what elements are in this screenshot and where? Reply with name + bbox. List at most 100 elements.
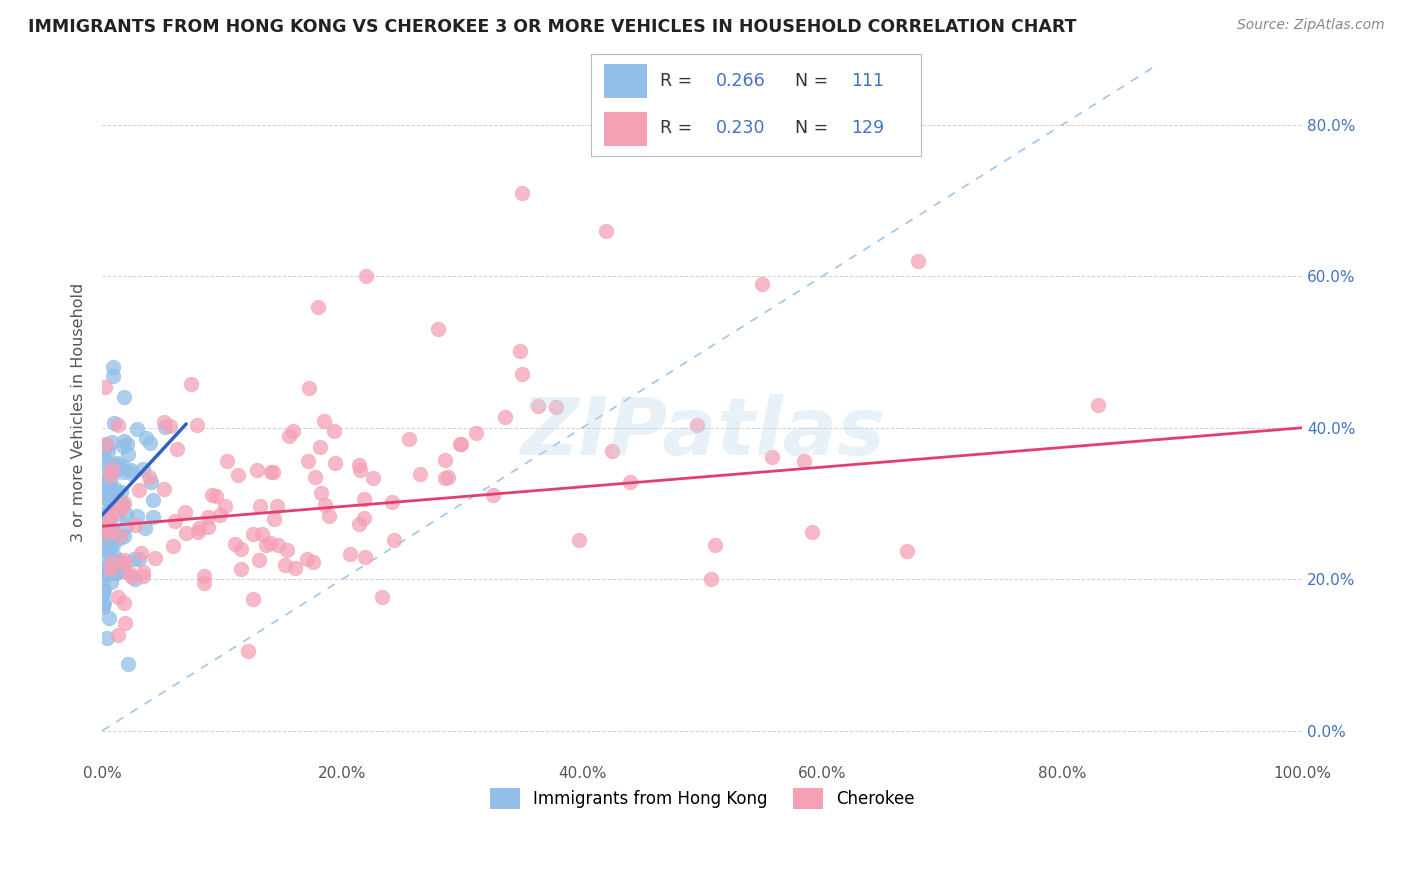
Point <box>97 485 120 500</box>
Point <box>134 521 156 535</box>
Text: N =: N = <box>796 120 834 137</box>
Text: N =: N = <box>796 72 834 90</box>
Point <box>101 556 124 570</box>
Point <box>162 539 184 553</box>
Point <box>94 467 117 482</box>
Point <box>94 533 117 547</box>
Point <box>103 416 125 430</box>
Point <box>139 435 162 450</box>
Point <box>100 471 122 485</box>
Point <box>304 470 326 484</box>
Point <box>398 432 420 446</box>
Point <box>187 525 209 540</box>
Point <box>153 416 176 430</box>
Point <box>96 436 118 450</box>
Point <box>128 483 150 497</box>
Point <box>896 544 918 558</box>
Point <box>266 499 288 513</box>
Point <box>138 469 160 483</box>
Point <box>111 458 134 473</box>
Point <box>108 555 131 569</box>
Point <box>187 521 209 535</box>
Point <box>103 368 125 383</box>
Point <box>259 535 281 549</box>
Point <box>93 483 115 498</box>
Point <box>100 507 122 521</box>
Point <box>120 466 142 480</box>
Point <box>93 582 115 597</box>
Point <box>98 502 121 516</box>
Point <box>277 429 299 443</box>
Text: IMMIGRANTS FROM HONG KONG VS CHEROKEE 3 OR MORE VEHICLES IN HOUSEHOLD CORRELATIO: IMMIGRANTS FROM HONG KONG VS CHEROKEE 3 … <box>28 18 1077 36</box>
Point <box>197 520 219 534</box>
Point <box>600 444 623 458</box>
Point <box>101 538 124 552</box>
Point <box>117 447 139 461</box>
Point <box>96 485 118 500</box>
Point <box>93 564 115 578</box>
Point <box>100 575 122 590</box>
Point <box>208 508 231 522</box>
Point <box>98 467 121 482</box>
Point <box>101 522 124 536</box>
Point <box>93 551 115 566</box>
Point <box>110 494 132 508</box>
Point <box>309 440 332 454</box>
Point <box>311 486 333 500</box>
Point <box>107 591 129 605</box>
Point <box>249 499 271 513</box>
Point <box>105 458 128 472</box>
Point <box>254 538 277 552</box>
Point <box>1087 398 1109 412</box>
Point <box>107 507 129 521</box>
Point <box>153 419 176 434</box>
Point <box>174 505 197 519</box>
Point <box>97 520 120 534</box>
Point <box>353 510 375 524</box>
Point <box>93 438 115 452</box>
Point <box>115 508 138 522</box>
Point <box>356 269 378 284</box>
Point <box>267 538 290 552</box>
Point <box>323 424 346 438</box>
Point <box>226 467 249 482</box>
Point <box>298 381 321 395</box>
Point <box>510 186 533 200</box>
Point <box>139 475 162 489</box>
Point <box>217 454 239 468</box>
Point <box>97 558 120 573</box>
Point <box>700 572 723 586</box>
Point <box>349 458 371 472</box>
Point <box>263 512 285 526</box>
Point <box>619 475 641 489</box>
Point <box>166 442 188 457</box>
Point <box>437 470 460 484</box>
Point <box>100 562 122 576</box>
Point <box>97 526 120 541</box>
Point <box>93 583 115 598</box>
Point <box>247 552 270 566</box>
Point <box>97 610 120 624</box>
Point <box>94 458 117 472</box>
Point <box>93 598 115 612</box>
Point <box>93 587 115 601</box>
Point <box>97 456 120 470</box>
Point <box>125 422 148 436</box>
Point <box>93 596 115 610</box>
Point <box>105 456 128 470</box>
Point <box>97 514 120 528</box>
Point <box>704 538 727 552</box>
Text: R =: R = <box>659 120 697 137</box>
Point <box>101 461 124 475</box>
Point <box>101 435 124 450</box>
Point <box>96 566 118 581</box>
Point <box>101 523 124 537</box>
Point <box>122 552 145 566</box>
Point <box>112 391 135 405</box>
Point <box>93 483 115 497</box>
Text: Source: ZipAtlas.com: Source: ZipAtlas.com <box>1237 18 1385 32</box>
Point <box>325 456 347 470</box>
Point <box>353 491 375 506</box>
Point <box>103 526 125 541</box>
Point <box>96 491 118 505</box>
